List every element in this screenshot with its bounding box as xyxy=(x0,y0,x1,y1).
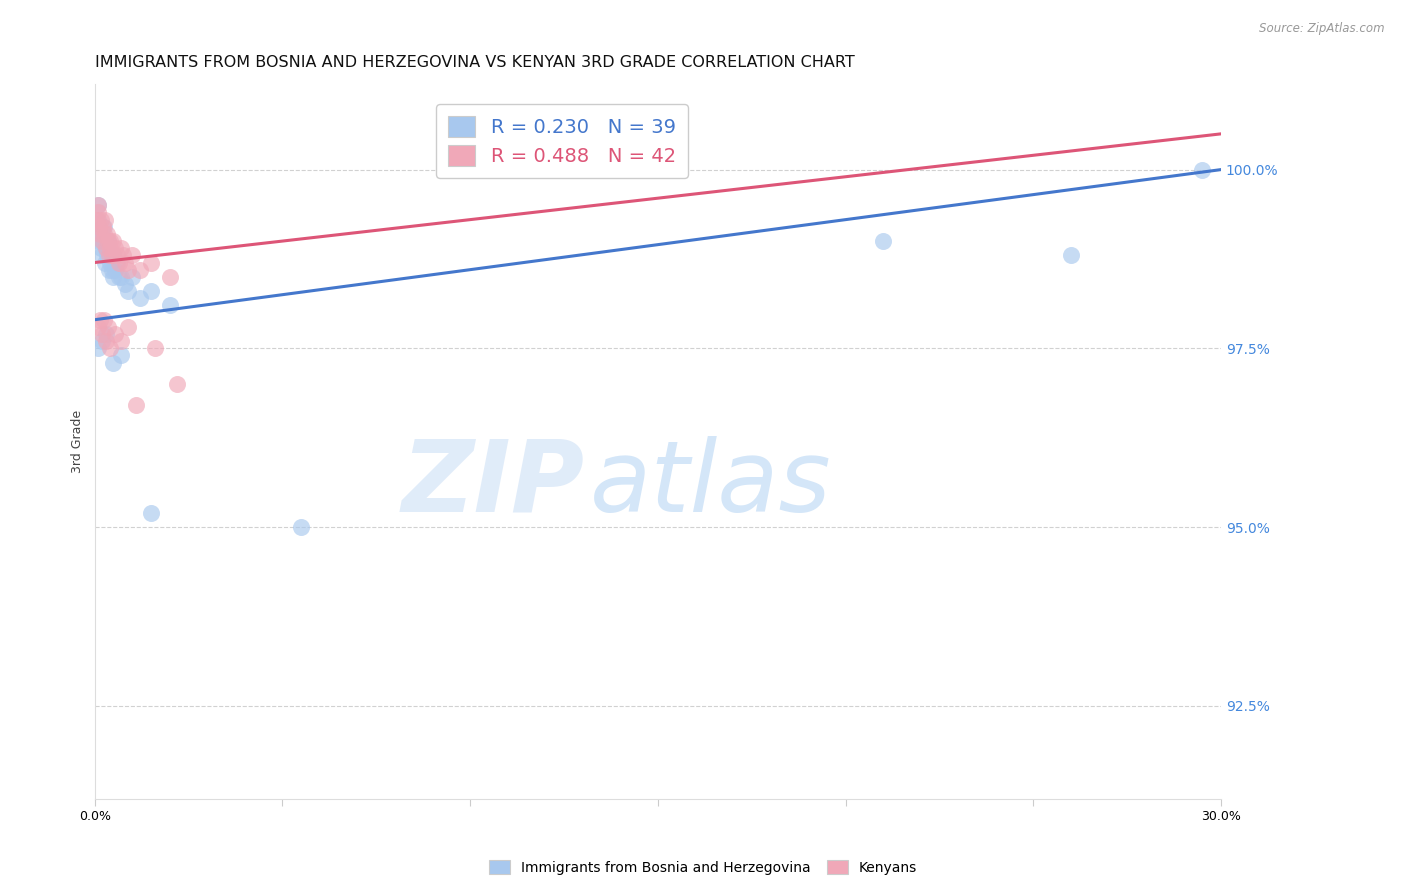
Point xyxy=(139,255,162,269)
Point xyxy=(105,248,128,262)
Point xyxy=(872,234,894,248)
Point xyxy=(90,241,112,255)
Point xyxy=(100,262,122,277)
Point xyxy=(98,341,121,355)
Point xyxy=(159,269,181,284)
Point xyxy=(159,298,181,312)
Point xyxy=(91,234,114,248)
Point xyxy=(117,284,139,298)
Point xyxy=(91,219,114,234)
Point xyxy=(97,319,120,334)
Point xyxy=(110,348,132,362)
Point xyxy=(87,212,110,227)
Point xyxy=(97,248,120,262)
Text: ZIP: ZIP xyxy=(402,435,585,533)
Point xyxy=(117,319,139,334)
Point xyxy=(103,234,125,248)
Point xyxy=(89,227,111,241)
Point xyxy=(91,326,114,341)
Point xyxy=(108,255,131,269)
Point xyxy=(110,241,132,255)
Point xyxy=(117,262,139,277)
Legend: Immigrants from Bosnia and Herzegovina, Kenyans: Immigrants from Bosnia and Herzegovina, … xyxy=(484,855,922,880)
Point xyxy=(91,248,114,262)
Point xyxy=(97,234,120,248)
Point xyxy=(1191,162,1213,177)
Point xyxy=(143,341,166,355)
Text: atlas: atlas xyxy=(591,435,832,533)
Point xyxy=(114,277,136,291)
Point xyxy=(105,255,128,269)
Point xyxy=(87,205,110,219)
Y-axis label: 3rd Grade: 3rd Grade xyxy=(72,409,84,473)
Point xyxy=(100,241,122,255)
Point xyxy=(104,241,127,255)
Point xyxy=(94,334,117,348)
Point xyxy=(94,241,117,255)
Point xyxy=(94,241,117,255)
Point xyxy=(86,212,108,227)
Point xyxy=(93,219,115,234)
Point xyxy=(101,248,124,262)
Point xyxy=(90,212,112,227)
Point xyxy=(86,198,108,212)
Point xyxy=(89,312,111,326)
Point xyxy=(290,520,312,534)
Point xyxy=(86,198,108,212)
Point xyxy=(93,312,115,326)
Point xyxy=(121,248,143,262)
Point xyxy=(1060,248,1083,262)
Point xyxy=(125,399,148,413)
Point xyxy=(128,291,150,305)
Point xyxy=(100,248,122,262)
Point xyxy=(89,234,111,248)
Point xyxy=(91,334,114,348)
Point xyxy=(96,248,118,262)
Point xyxy=(94,255,117,269)
Point xyxy=(91,234,114,248)
Point xyxy=(104,262,127,277)
Point xyxy=(96,227,118,241)
Point xyxy=(121,269,143,284)
Text: Source: ZipAtlas.com: Source: ZipAtlas.com xyxy=(1260,22,1385,36)
Point xyxy=(111,248,134,262)
Point xyxy=(97,234,120,248)
Point xyxy=(98,234,121,248)
Text: IMMIGRANTS FROM BOSNIA AND HERZEGOVINA VS KENYAN 3RD GRADE CORRELATION CHART: IMMIGRANTS FROM BOSNIA AND HERZEGOVINA V… xyxy=(94,55,855,70)
Point xyxy=(139,284,162,298)
Point xyxy=(89,227,111,241)
Point xyxy=(94,326,117,341)
Point xyxy=(97,262,120,277)
Point xyxy=(114,255,136,269)
Legend: R = 0.230   N = 39, R = 0.488   N = 42: R = 0.230 N = 39, R = 0.488 N = 42 xyxy=(436,104,688,178)
Point xyxy=(89,219,111,234)
Point xyxy=(110,269,132,284)
Point xyxy=(93,227,115,241)
Point xyxy=(87,341,110,355)
Point xyxy=(128,262,150,277)
Point xyxy=(103,356,125,370)
Point xyxy=(166,377,188,392)
Point xyxy=(86,219,108,234)
Point xyxy=(110,334,132,348)
Point xyxy=(98,248,121,262)
Point xyxy=(103,269,125,284)
Point xyxy=(139,506,162,520)
Point xyxy=(104,326,127,341)
Point xyxy=(87,319,110,334)
Point xyxy=(100,255,122,269)
Point xyxy=(108,269,131,284)
Point xyxy=(94,212,117,227)
